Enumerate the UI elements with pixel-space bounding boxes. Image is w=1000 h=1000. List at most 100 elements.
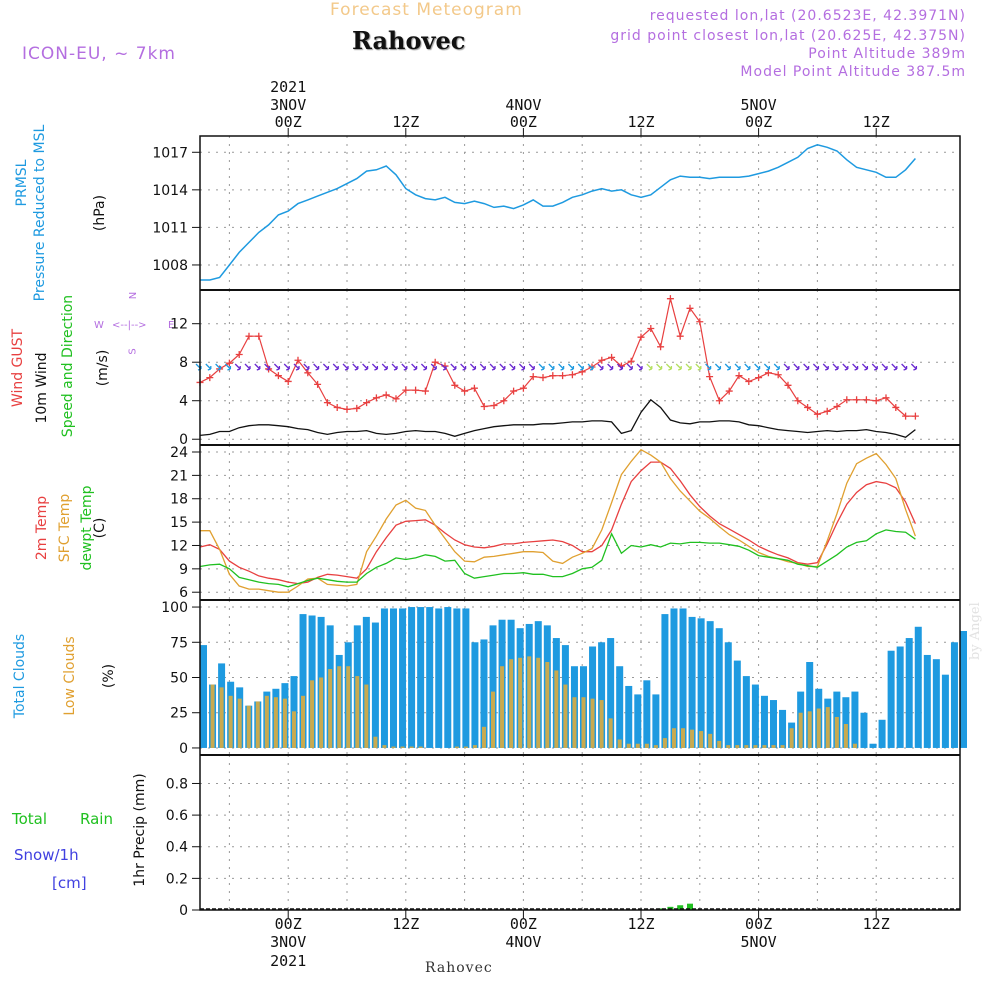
total-cloud-bar [914,626,922,748]
y-tick-label: 1008 [152,258,188,274]
low-cloud-bar [780,745,785,748]
wind-direction-arrow-icon [891,363,898,371]
wind-gust-marker [902,412,910,420]
wind-direction-arrow-icon [313,363,320,371]
wind-direction-arrow-icon [273,363,281,371]
low-cloud-bar [355,676,360,748]
total-cloud-bar [779,709,787,748]
precip-total-label: Total [12,810,48,828]
low-cloud-bar [662,738,667,748]
low-cloud-bar [798,712,803,748]
wind-direction-arrow-icon [773,363,780,371]
wind-direction-arrow-icon [705,363,712,371]
wind-gust-marker [412,386,420,394]
low-cloud-bar [843,724,848,748]
wind-direction-arrow-icon [499,363,506,371]
wind-direction-arrow-icon [528,363,535,371]
model-label: ICON-EU, ~ 7km [22,44,176,64]
wind-gust-marker [353,404,361,412]
low-cloud-bar [463,746,468,748]
wind-direction-arrow-icon [881,363,888,371]
low-cloud-bar [825,707,830,748]
wind-gust-marker [647,325,655,333]
plot-frame [199,135,961,911]
y-tick-label: 24 [170,445,188,461]
wind-gust-marker [519,384,527,392]
total-cloud-bar [751,684,759,748]
low-cloud-bar [834,716,839,748]
total-cloud-bar [878,719,886,748]
wind-gust-marker [823,407,831,415]
low-cloud-bar [807,711,812,748]
low-cloud-bar [210,684,215,748]
y-tick-label: 50 [170,671,188,687]
wind-direction-arrow-icon [264,363,271,371]
total-cloud-bar [607,638,615,748]
low-cloud-bar [572,697,577,748]
bottom-time-label: 12Z [863,915,890,933]
low-cloud-bar [237,698,242,748]
total-cloud-bar [426,607,434,748]
total-cloud-bar [299,614,307,748]
wind-direction-arrow-icon [411,363,418,371]
bottom-time-label: 12Z [392,915,419,933]
total-cloud-bar [842,697,850,748]
low-cloud-bar [753,745,758,748]
model-point-altitude: Model Point Altitude 387.5m [740,64,966,80]
wind-gust-marker [627,357,635,365]
precip-cm-label: [cm] [52,874,87,892]
wind-direction-arrow-icon [597,363,604,371]
low-cloud-bar [599,700,604,748]
wind-direction-arrow-icon [656,363,663,371]
wind-direction-arrow-icon [861,363,869,371]
total-cloud-bar [887,650,895,748]
wind-gust-marker [686,304,694,312]
low-cloud-bar [635,743,640,748]
wind-gust-marker [559,372,567,380]
wind-gust-marker [284,377,292,385]
wind-gust-line [199,298,916,417]
wind-gust-marker [657,343,665,351]
total-cloud-bar [408,607,416,748]
wind-gust-marker [529,373,537,381]
wind-gust-marker [402,386,410,394]
total-cloud-bar [715,628,723,748]
wind-direction-arrow-icon [244,363,251,371]
wind-direction-arrow-icon [793,363,800,371]
low-cloud-bar [255,701,260,748]
wind-direction-arrow-icon [842,363,849,371]
low-cloud-bar [328,669,333,748]
wind-gust-marker [500,397,508,405]
wind-gust-marker [206,374,214,382]
total-cloud-bar [706,621,714,748]
low-cloud-bar [373,736,378,748]
wind-gust-marker [755,374,763,382]
y-tick-label: 0.6 [166,808,188,824]
wind-direction-arrow-icon [205,363,212,371]
low-cloud-bar [708,733,713,748]
wind-gust-marker [372,394,380,402]
wind-gust-marker [598,356,606,364]
top-time-label: 00Z [510,113,537,131]
wind-direction-arrow-icon [587,363,594,371]
total-cloud-bar [625,685,633,748]
total-cloud-bar [905,638,913,748]
y-tick-label: 1014 [152,183,188,199]
wind-gust-marker [892,403,900,411]
low-cloud-bar [608,718,613,748]
y-tick-label: 0 [179,432,188,448]
wind-direction-arrow-icon [803,363,810,371]
wind-gust-marker [706,373,714,381]
total-cloud-bar [489,625,497,748]
wind-direction-arrow-icon [665,363,673,371]
wind-gust-marker [382,391,390,399]
wind-direction-arrow-icon [489,363,496,371]
temp-dewpt-line [199,529,916,588]
low-cloud-bar [391,746,396,748]
low-cloud-bar [500,666,505,748]
total-cloud-bar [661,614,669,748]
wind-direction-arrow-icon [450,363,457,371]
point-altitude: Point Altitude 389m [808,46,966,62]
wind-direction-arrow-icon [558,363,565,371]
total-cloud-bar [932,659,940,748]
